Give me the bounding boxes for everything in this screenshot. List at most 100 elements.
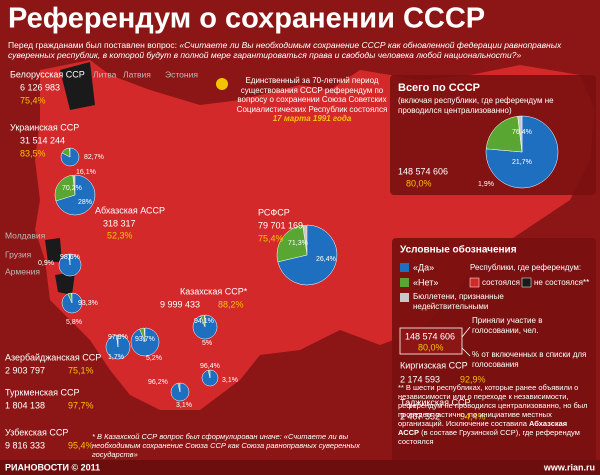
region-turnout: 92,9%: [460, 374, 486, 384]
hammer-sickle-icon: [216, 78, 228, 90]
intro-note-text: Единственный за 70-летний период существ…: [236, 76, 388, 114]
pie-label-no: 3,1%: [222, 377, 238, 384]
region-turnout: 88,2%: [218, 299, 244, 309]
pie-slice: [276, 225, 308, 263]
legend-yes-swatch: [400, 263, 409, 272]
region-name: РСФСР: [258, 207, 290, 217]
pie-slice: [177, 382, 181, 393]
region-name: Казахская ССР*: [180, 286, 248, 296]
region-name: Узбекская ССР: [5, 427, 68, 437]
region-voters: 9 816 333: [5, 440, 45, 450]
region-turnout: 83,5%: [20, 148, 46, 158]
region-turnout: 94,4%: [460, 411, 486, 421]
pie-label-no: 5,2%: [146, 355, 162, 362]
not-held-label: Армения: [5, 266, 40, 276]
pie-label-no: 5,8%: [66, 319, 82, 326]
region-turnout: 75,4%: [258, 233, 284, 243]
not-held-label: Латвия: [123, 69, 151, 79]
total-no-label: 21,7%: [512, 159, 532, 166]
footnote-bold: Абхазская АССР: [398, 419, 568, 437]
region-turnout: 75,1%: [68, 365, 94, 375]
total-invalid-label: 1,9%: [478, 181, 494, 188]
pie-label-yes: 94,1%: [194, 318, 214, 325]
pie-label-no: 26,4%: [316, 256, 336, 263]
legend-not-held-swatch: [521, 277, 532, 288]
legend-title: Условные обозначения: [400, 244, 517, 256]
region-name: Киргизская ССР: [400, 360, 468, 370]
footer-brand: РИАНОВОСТИ © 2011: [5, 462, 100, 472]
region-name: Абхазская АССР: [95, 205, 165, 215]
pie-slice: [207, 369, 211, 379]
region-name: Азербайджанская ССР: [5, 352, 101, 362]
pie-label-yes: 71,3%: [288, 240, 308, 247]
pie-label-yes: 93,7%: [135, 336, 155, 343]
question: Перед гражданами был поставлен вопрос: «…: [8, 40, 598, 60]
pie-slice: [67, 292, 73, 304]
pie-label-no: 28%: [78, 199, 92, 206]
pie-label-no: 0,9%: [38, 260, 54, 267]
legend-yes: «Да»: [413, 262, 434, 272]
legend-participated: Приняли участие в голосовании, чел.: [472, 316, 543, 335]
region-turnout: 52,3%: [107, 230, 133, 240]
pie-label-no: 5%: [202, 340, 212, 347]
question-intro: Перед гражданами был поставлен вопрос:: [8, 40, 178, 50]
pie-slice: [200, 314, 206, 328]
region-voters: 31 514 244: [20, 135, 65, 145]
region-name: Туркменская ССР: [5, 387, 80, 397]
pie-slice: [139, 327, 146, 343]
legend-held-swatch: [469, 277, 480, 288]
not-held-label: Грузия: [5, 249, 32, 259]
total-voters: 148 574 606: [398, 166, 448, 176]
footer-url: www.rian.ru: [543, 462, 595, 472]
pie-slice: [54, 174, 76, 202]
footnote-end: (в составе Грузинской ССР), где референд…: [398, 428, 580, 446]
footnote-start: ** В шести республиках, которые ранее об…: [398, 383, 588, 428]
region-name: Белорусская ССР: [10, 69, 85, 79]
region-voters: 2 174 593: [400, 374, 440, 384]
region-name: Украинская ССР: [10, 122, 79, 132]
legend-no: «Нет»: [413, 277, 438, 287]
pie-slice: [485, 115, 523, 153]
legend-box: [392, 238, 596, 470]
not-held-area: [45, 62, 95, 295]
question-text: «Считаете ли Вы необходимым сохранение С…: [8, 40, 562, 60]
pie-label-yes: 98,6%: [60, 254, 80, 261]
pie-label-yes: 97,9%: [108, 334, 128, 341]
not-held-label: Эстония: [165, 69, 198, 79]
total-yes-label: 76,4%: [512, 129, 532, 136]
total-title: Всего по СССР: [398, 82, 480, 94]
pie-label-yes: 93,3%: [78, 300, 98, 307]
legend-invalid-swatch: [400, 293, 409, 302]
pie-slice: [61, 147, 71, 158]
pie-label-yes: 70,2%: [62, 185, 82, 192]
region-voters: 2 903 797: [5, 365, 45, 375]
region-voters: 2 407 552: [400, 411, 440, 421]
legend-sample-voters: 148 574 606: [405, 331, 455, 341]
footnote: ** В шести республиках, которые ранее об…: [398, 383, 590, 446]
pie-slice: [517, 115, 523, 153]
legend-not-held: не состоялся**: [534, 278, 589, 287]
region-voters: 6 126 983: [20, 82, 60, 92]
pie-slice: [68, 253, 71, 266]
not-held-label: Молдавия: [5, 230, 46, 240]
pie-label-yes: 82,7%: [84, 154, 104, 161]
region-voters: 79 701 169: [258, 220, 303, 230]
region-voters: 1 804 138: [5, 400, 45, 410]
total-turnout: 80,0%: [406, 178, 432, 188]
region-turnout: 75,4%: [20, 95, 46, 105]
pie-label-no: 3,1%: [176, 402, 192, 409]
legend-held: состоялся: [482, 278, 520, 287]
legend-no-swatch: [400, 278, 409, 287]
kazakh-note: * В Казахской ССР вопрос был сформулиров…: [92, 432, 360, 459]
pie-label-yes: 96,4%: [200, 363, 220, 370]
region-turnout: 95,4%: [68, 440, 94, 450]
intro-note-date: 17 марта 1991 года: [272, 114, 352, 123]
not-held-label: Литва: [93, 69, 117, 79]
region-name: Таджикская ССР: [400, 397, 470, 407]
pie-slice: [485, 115, 559, 189]
region-voters: 318 317: [103, 218, 136, 228]
pie-slice: [60, 147, 80, 167]
legend-sample-turnout: 80,0%: [418, 342, 444, 352]
